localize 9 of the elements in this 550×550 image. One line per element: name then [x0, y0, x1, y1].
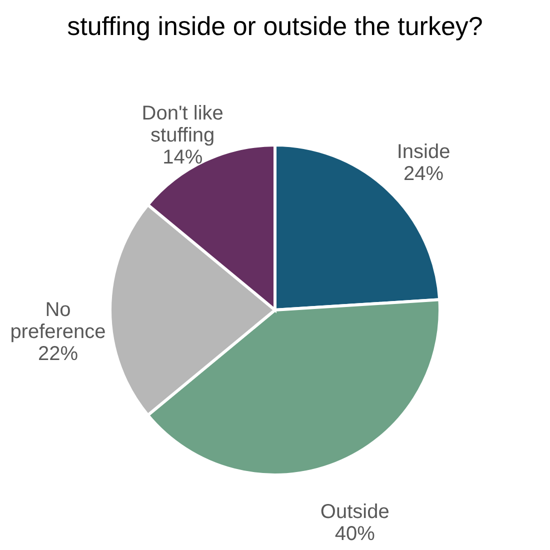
- slice-label: Outside: [320, 500, 390, 523]
- data-label: 22%: [38, 343, 78, 365]
- data-label: 40%: [334, 522, 376, 545]
- chart-title: stuffing inside or outside the turkey?: [67, 11, 483, 41]
- slice-label: Inside: [396, 140, 450, 163]
- slice-label: Don't like stuffing: [142, 102, 224, 147]
- data-label: 24%: [404, 162, 444, 185]
- slice-label: No preference: [10, 299, 106, 343]
- data-label: 14%: [162, 146, 203, 169]
